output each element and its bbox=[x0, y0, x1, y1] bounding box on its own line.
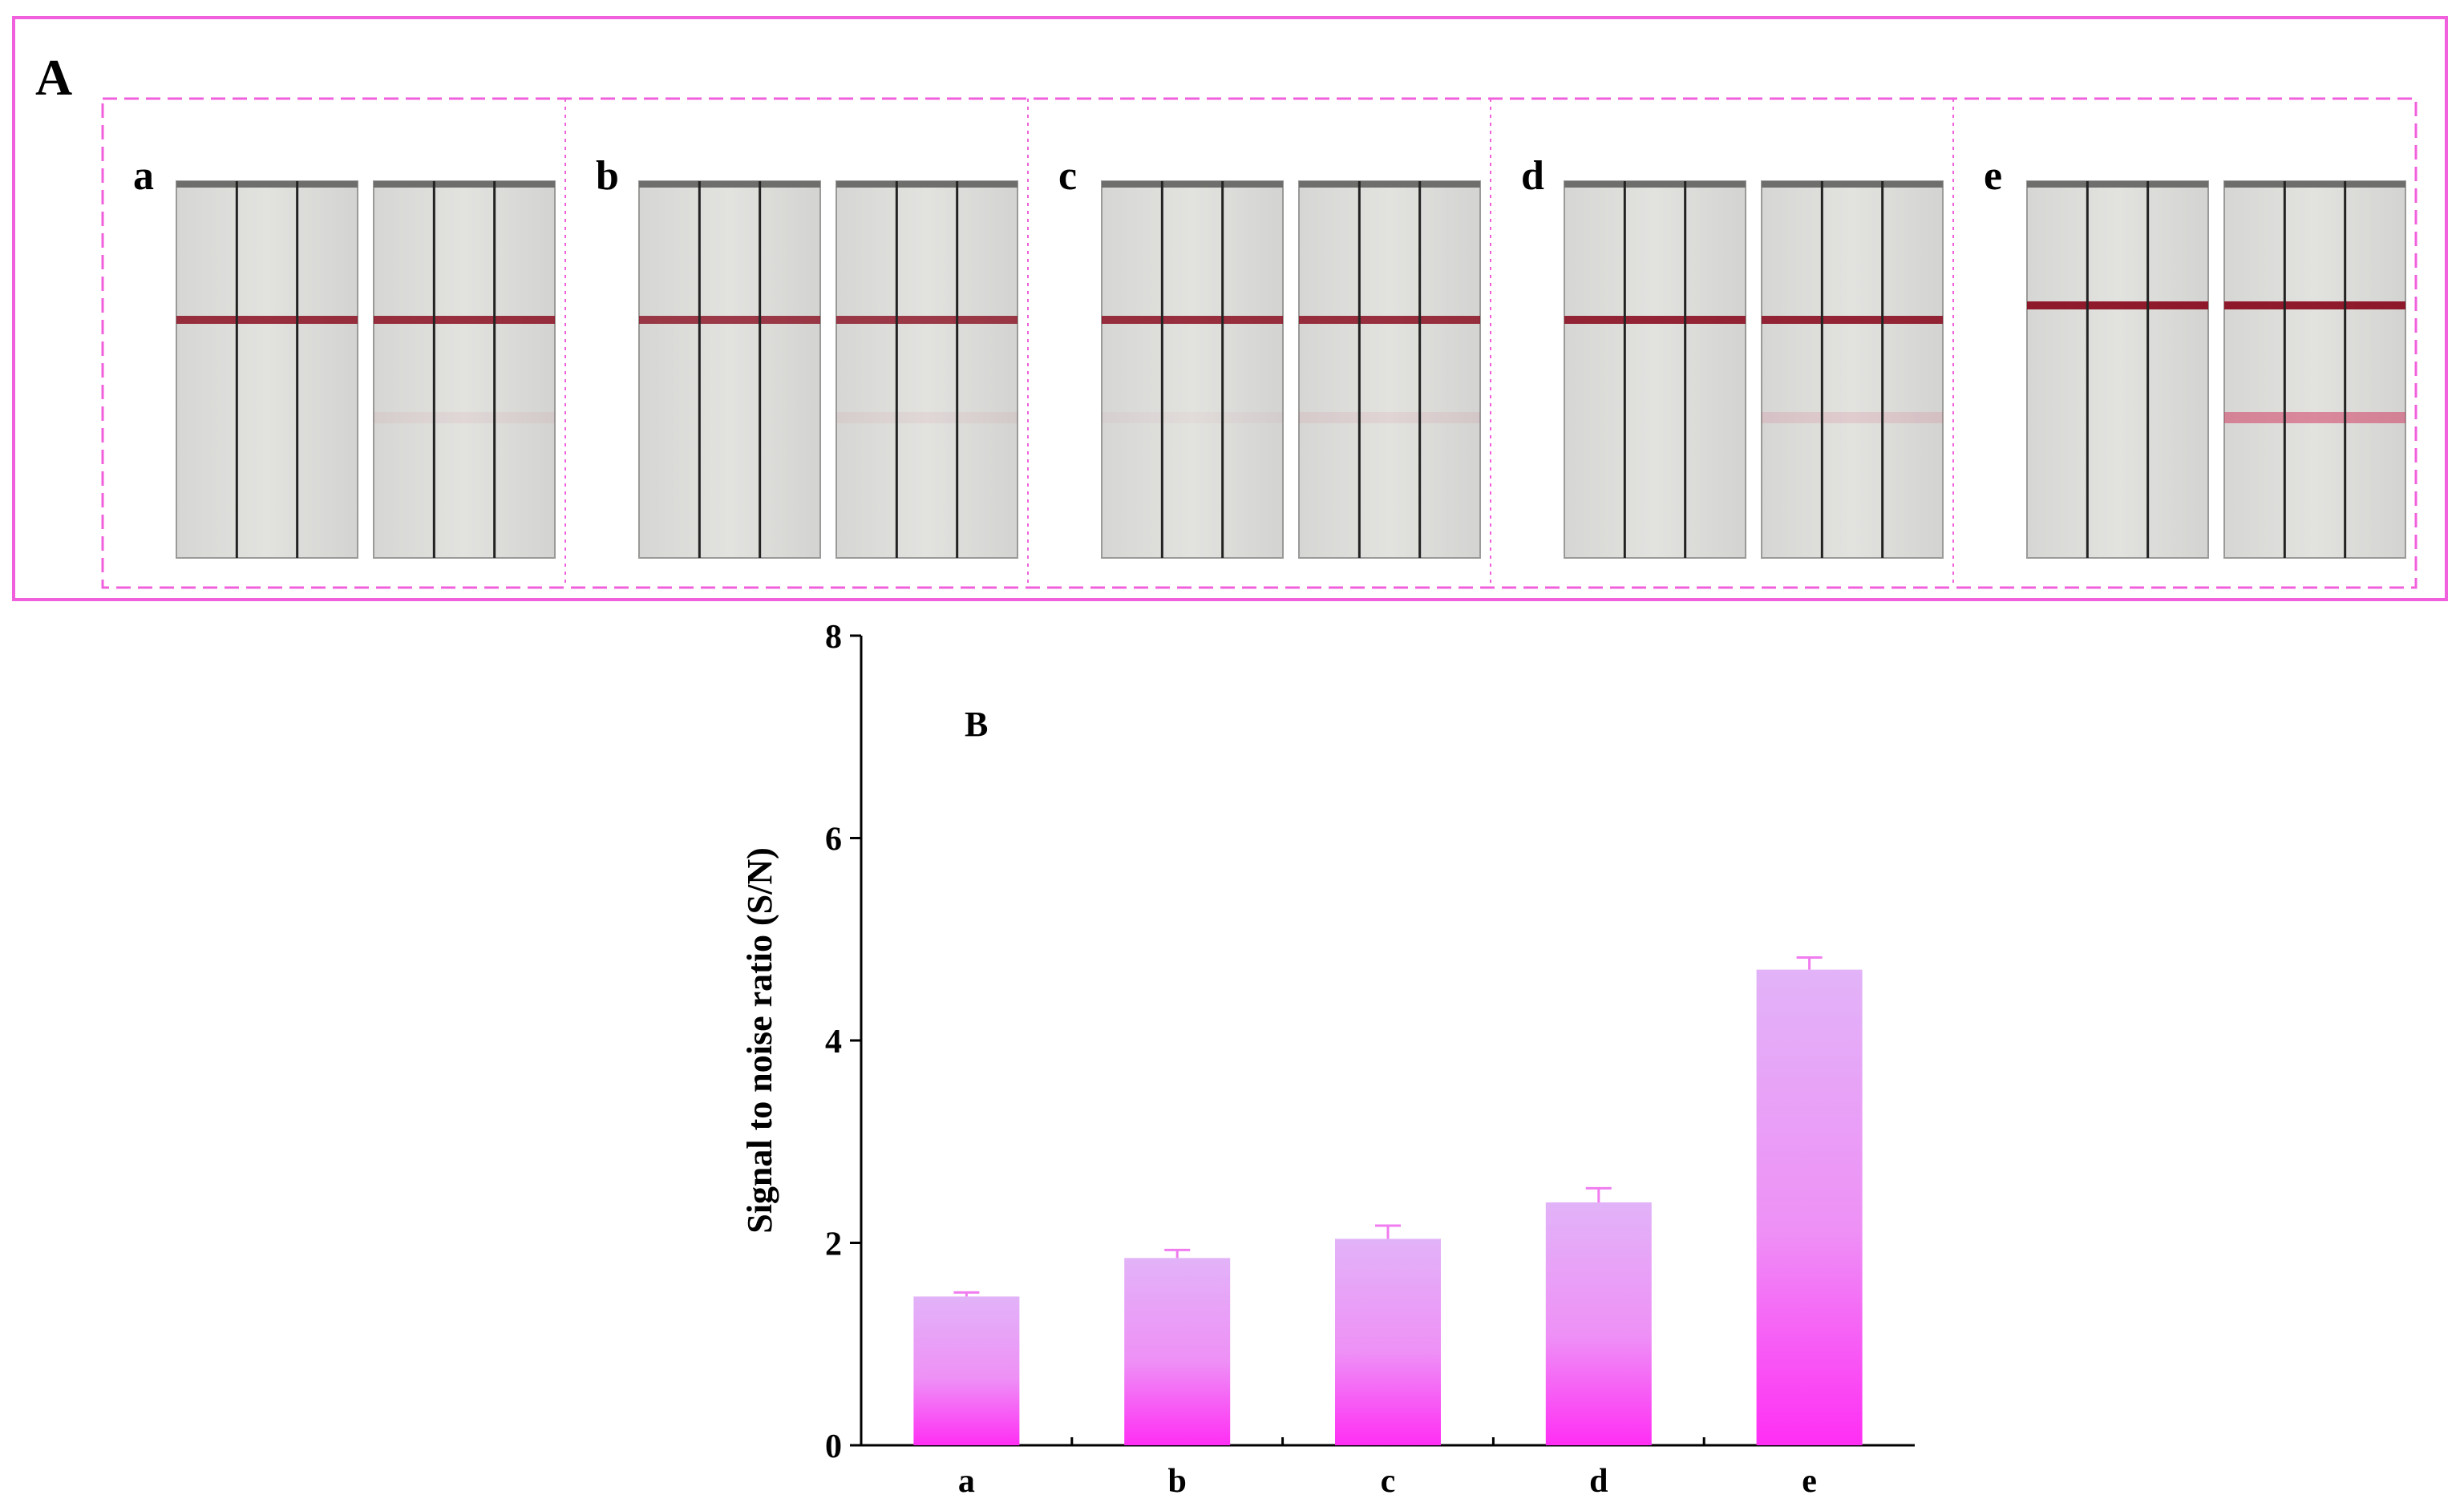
control-line bbox=[176, 316, 358, 324]
control-line bbox=[1564, 316, 1746, 324]
strip-card-bg bbox=[176, 180, 358, 559]
test-line bbox=[2224, 412, 2405, 423]
y-tick-label: 2 bbox=[825, 1226, 842, 1263]
x-tick-label: d bbox=[1589, 1463, 1608, 1500]
strip-card-bg bbox=[638, 180, 821, 559]
strip-card bbox=[2026, 180, 2209, 559]
x-tick-label: c bbox=[1381, 1463, 1396, 1500]
strip-group-c: c bbox=[1058, 153, 1481, 559]
strip-card bbox=[2223, 180, 2406, 559]
strip-card-top-edge bbox=[639, 181, 820, 188]
panel-b-chart: B Signal to noise ratio (S/N) 0 2 4 6 8 a b c d… bbox=[740, 619, 1915, 1500]
panel-a: A a b c d e bbox=[12, 16, 2448, 601]
control-line bbox=[2027, 301, 2208, 309]
control-line bbox=[2224, 301, 2405, 309]
strip-card bbox=[1564, 180, 1746, 559]
strips-dashed-frame bbox=[101, 97, 2417, 589]
control-line bbox=[1299, 316, 1480, 324]
y-tick-label: 6 bbox=[825, 822, 842, 859]
error-bar-e bbox=[1796, 955, 1823, 970]
strip-group-a: a bbox=[133, 153, 556, 559]
strip-group-label: d bbox=[1521, 153, 1544, 199]
y-tick-label: 0 bbox=[825, 1428, 842, 1465]
strip-card bbox=[1761, 180, 1944, 559]
x-ticks: a b c d e bbox=[958, 1437, 1817, 1500]
group-separators bbox=[564, 99, 1954, 588]
x-tick-label: e bbox=[1802, 1463, 1817, 1500]
strip-card bbox=[1101, 180, 1284, 559]
control-line bbox=[1102, 316, 1283, 324]
y-axis-label: Signal to noise ratio (S/N) bbox=[740, 847, 779, 1234]
test-line bbox=[836, 412, 1018, 423]
y-tick-label: 4 bbox=[825, 1024, 842, 1061]
control-line bbox=[639, 316, 820, 324]
panel-a-label: A bbox=[35, 49, 72, 106]
strip-card-top-edge bbox=[1564, 181, 1746, 188]
strip-card-top-edge bbox=[1299, 181, 1480, 188]
strip-card bbox=[1298, 180, 1481, 559]
strip-card bbox=[638, 180, 821, 559]
error-bar-b bbox=[1164, 1248, 1191, 1258]
strip-card bbox=[835, 180, 1018, 559]
strip-group-label: c bbox=[1058, 153, 1077, 199]
strip-card-bg bbox=[1298, 180, 1481, 559]
panel-b-label: B bbox=[965, 705, 988, 744]
bar-c bbox=[1335, 1238, 1441, 1445]
strip-group-e: e bbox=[1984, 153, 2406, 559]
strip-group-label: b bbox=[596, 153, 619, 199]
error-bar-d bbox=[1585, 1186, 1612, 1202]
error-bar-a bbox=[953, 1291, 980, 1297]
strip-card-bg bbox=[1101, 180, 1284, 559]
bar-e bbox=[1756, 969, 1863, 1445]
bars bbox=[913, 955, 1863, 1445]
panel-a-frame bbox=[12, 16, 2448, 601]
strip-card-top-edge bbox=[1762, 181, 1943, 188]
strip-card bbox=[373, 180, 556, 559]
test-line bbox=[1762, 412, 1943, 423]
strip-card-bg bbox=[2026, 180, 2209, 559]
y-ticks: 0 2 4 6 8 bbox=[825, 619, 861, 1465]
test-line bbox=[1102, 412, 1283, 423]
error-bar-c bbox=[1375, 1224, 1401, 1239]
strip-card-bg bbox=[1564, 180, 1746, 559]
strip-card-top-edge bbox=[836, 181, 1018, 188]
bar-a bbox=[913, 1296, 1020, 1445]
control-line bbox=[836, 316, 1018, 324]
bar-d bbox=[1545, 1202, 1652, 1445]
strip-card-bg bbox=[373, 180, 556, 559]
strip-card-bg bbox=[1761, 180, 1944, 559]
strip-card-top-edge bbox=[2027, 181, 2208, 188]
strip-card-top-edge bbox=[1102, 181, 1283, 188]
strip-card-bg bbox=[835, 180, 1018, 559]
strip-card-top-edge bbox=[176, 181, 358, 188]
strip-group-d: d bbox=[1521, 153, 1944, 559]
x-tick-label: b bbox=[1168, 1463, 1187, 1500]
strip-card-top-edge bbox=[2224, 181, 2405, 188]
y-tick-label: 8 bbox=[825, 619, 842, 656]
strip-card-bg bbox=[2223, 180, 2406, 559]
control-line bbox=[1762, 316, 1943, 324]
strip-card-top-edge bbox=[374, 181, 555, 188]
test-line bbox=[1299, 412, 1480, 423]
strip-group-label: a bbox=[133, 153, 154, 199]
strip-groups: a b c d e bbox=[133, 153, 2406, 559]
strip-card bbox=[176, 180, 358, 559]
x-tick-label: a bbox=[958, 1463, 975, 1500]
test-line bbox=[374, 412, 555, 423]
strip-group-label: e bbox=[1984, 153, 2002, 199]
control-line bbox=[374, 316, 555, 324]
strip-group-b: b bbox=[596, 153, 1018, 559]
bar-b bbox=[1124, 1258, 1231, 1445]
